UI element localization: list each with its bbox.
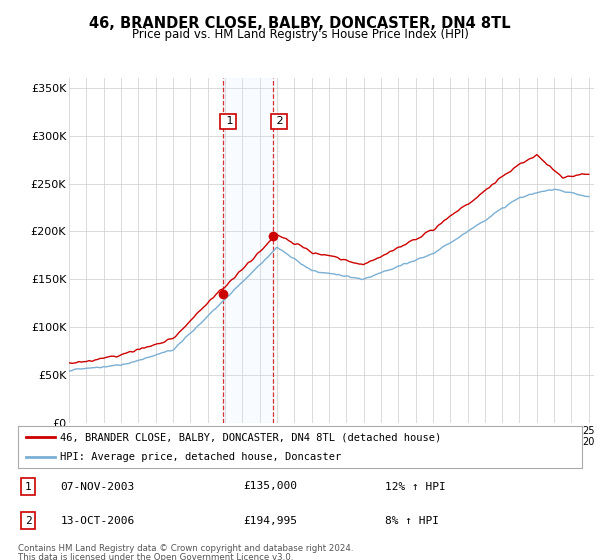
- Text: 07-NOV-2003: 07-NOV-2003: [60, 482, 134, 492]
- Text: £135,000: £135,000: [244, 482, 298, 492]
- Text: 12% ↑ HPI: 12% ↑ HPI: [385, 482, 445, 492]
- Text: Contains HM Land Registry data © Crown copyright and database right 2024.: Contains HM Land Registry data © Crown c…: [18, 544, 353, 553]
- Text: This data is licensed under the Open Government Licence v3.0.: This data is licensed under the Open Gov…: [18, 553, 293, 560]
- Bar: [223, 78, 274, 423]
- Text: HPI: Average price, detached house, Doncaster: HPI: Average price, detached house, Donc…: [60, 452, 341, 462]
- Text: £194,995: £194,995: [244, 516, 298, 526]
- Text: 2: 2: [25, 516, 32, 526]
- Text: 46, BRANDER CLOSE, BALBY, DONCASTER, DN4 8TL: 46, BRANDER CLOSE, BALBY, DONCASTER, DN4…: [89, 16, 511, 31]
- Text: 8% ↑ HPI: 8% ↑ HPI: [385, 516, 439, 526]
- Text: Price paid vs. HM Land Registry's House Price Index (HPI): Price paid vs. HM Land Registry's House …: [131, 28, 469, 41]
- Text: 1: 1: [25, 482, 32, 492]
- Text: 1: 1: [223, 116, 233, 127]
- Text: 2: 2: [274, 116, 284, 127]
- Text: 13-OCT-2006: 13-OCT-2006: [60, 516, 134, 526]
- Text: 46, BRANDER CLOSE, BALBY, DONCASTER, DN4 8TL (detached house): 46, BRANDER CLOSE, BALBY, DONCASTER, DN4…: [60, 432, 442, 442]
